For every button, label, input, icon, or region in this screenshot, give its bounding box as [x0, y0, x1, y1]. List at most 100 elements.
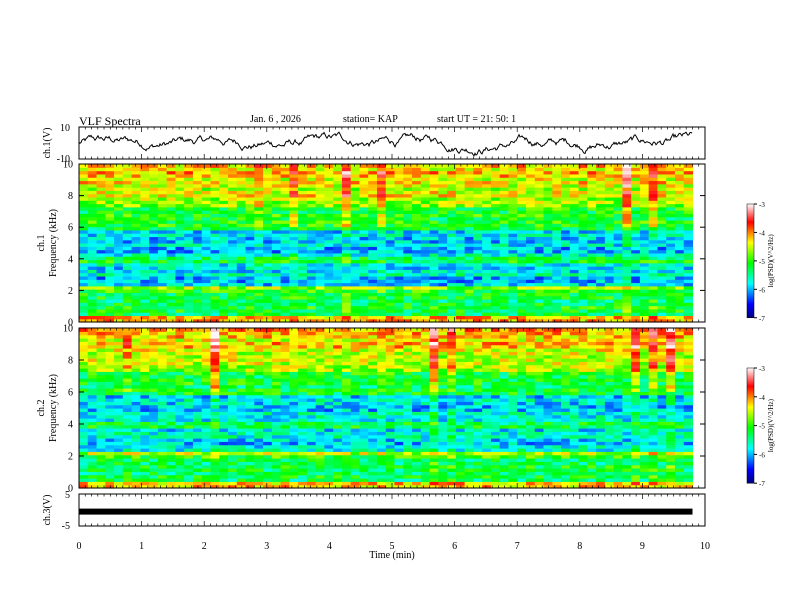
spectrogram-cell: [315, 305, 325, 310]
spectrogram-cell: [298, 249, 308, 254]
spectrogram-cell: [341, 183, 352, 188]
spectrogram-cell: [666, 206, 676, 211]
spectrogram-cell: [517, 262, 527, 267]
spectrogram-cell: [447, 243, 457, 247]
spectrogram-cell: [464, 444, 474, 449]
spectrogram-cell: [96, 448, 106, 452]
spectrogram-cell: [499, 434, 510, 439]
spectrogram-cell: [105, 478, 115, 482]
spectrogram-cell: [96, 164, 106, 168]
spectrogram-cell: [561, 249, 571, 254]
spectrogram-cell: [508, 193, 518, 198]
spectrogram-cell: [271, 229, 282, 234]
spectrogram-cell: [534, 434, 545, 439]
spectrogram-cell: [376, 312, 387, 317]
spectrogram-cell: [87, 219, 98, 224]
spectrogram-cell: [219, 418, 229, 422]
spectrogram-cell: [245, 275, 255, 280]
spectrogram-cell: [438, 272, 448, 277]
y-tick-label: 4: [68, 254, 73, 265]
spectrogram-cell: [447, 411, 457, 416]
spectrogram-cell: [254, 458, 264, 462]
spectrogram-cell: [201, 308, 212, 313]
spectrogram-cell: [525, 418, 536, 422]
spectrogram-cell: [674, 414, 685, 419]
spectrogram-cell: [569, 318, 580, 323]
spectrogram-cell: [543, 474, 553, 479]
spectrogram-cell: [517, 471, 527, 476]
spectrogram-cell: [105, 448, 115, 452]
spectrogram-cell: [429, 448, 439, 452]
spectrogram-cell: [534, 272, 545, 277]
spectrogram-cell: [596, 279, 606, 284]
spectrogram-cell: [263, 249, 273, 254]
spectrogram-cell: [245, 424, 255, 429]
spectrogram-cell: [210, 295, 220, 300]
spectrogram-cell: [192, 226, 203, 231]
spectrogram-cell: [219, 298, 229, 303]
spectrogram-cell: [674, 468, 685, 472]
spectrogram-cell: [131, 236, 141, 241]
spectrogram-cell: [490, 318, 501, 323]
spectrogram-cell: [525, 173, 536, 178]
spectrogram-cell: [464, 421, 474, 426]
spectrogram-cell: [455, 458, 466, 462]
spectrogram-cell: [622, 229, 632, 234]
spectrogram-cell: [683, 458, 694, 462]
spectrogram-cell: [341, 444, 352, 449]
spectrogram-cell: [175, 203, 185, 208]
spectrogram-cell: [210, 252, 220, 257]
spectrogram-cell: [482, 193, 492, 198]
spectrogram-cell: [490, 256, 501, 261]
spectrogram-cell: [254, 292, 264, 297]
spectrogram-cell: [359, 219, 369, 224]
spectrogram-cell: [359, 302, 369, 307]
spectrogram-cell: [105, 431, 115, 436]
spectrogram-cell: [429, 421, 439, 426]
spectrogram-cell: [166, 173, 176, 178]
spectrogram-cell: [587, 177, 597, 182]
spectrogram-cell: [350, 223, 361, 228]
spectrogram-cell: [587, 210, 597, 214]
spectrogram-cell: [420, 239, 431, 244]
spectrogram-cell: [175, 167, 185, 172]
spectrogram-cell: [105, 468, 115, 472]
spectrogram-cell: [569, 173, 580, 178]
spectrogram-cell: [245, 438, 255, 442]
spectrogram-cell: [298, 431, 308, 436]
spectrogram-cell: [166, 484, 176, 489]
spectrogram-cell: [412, 226, 422, 231]
spectrogram-cell: [517, 180, 527, 185]
spectrogram-cell: [315, 256, 325, 261]
spectrogram-cell: [403, 295, 413, 300]
spectrogram-cell: [517, 478, 527, 482]
spectrogram-cell: [438, 411, 448, 416]
spectrogram-cell: [315, 226, 325, 231]
spectrogram-cell: [227, 282, 238, 287]
spectrogram-cell: [534, 282, 545, 287]
spectrogram-cell: [596, 295, 606, 300]
spectrogram-cell: [140, 464, 150, 469]
spectrogram-cell: [569, 272, 580, 277]
spectrogram-cell: [210, 292, 220, 297]
spectrogram-cell: [201, 213, 212, 218]
spectrogram-cell: [517, 424, 527, 429]
spectrogram-cell: [306, 478, 317, 482]
spectrogram-cell: [105, 305, 115, 310]
spectrogram-cell: [263, 285, 273, 290]
spectrogram-cell: [596, 468, 606, 472]
spectrogram-cell: [324, 259, 334, 264]
spectrogram-cell: [429, 424, 439, 429]
spectrogram-cell: [631, 256, 641, 261]
spectrogram-cell: [561, 196, 571, 201]
spectrogram-cell: [394, 448, 404, 452]
spectrogram-cell: [219, 474, 229, 479]
spectrogram-cell: [166, 187, 176, 191]
spectrogram-cell: [517, 187, 527, 191]
spectrogram-cell: [561, 266, 571, 270]
spectrogram-cell: [96, 285, 106, 290]
spectrogram-cell: [552, 481, 562, 486]
spectrogram-cell: [657, 259, 667, 264]
spectrogram-cell: [245, 259, 255, 264]
spectrogram-cell: [657, 312, 667, 317]
